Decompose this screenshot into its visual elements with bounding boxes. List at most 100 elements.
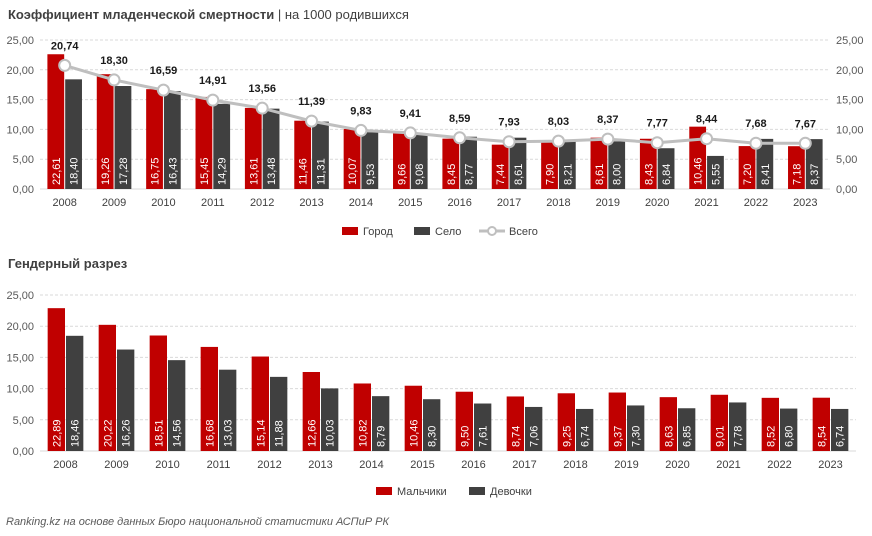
data-label: 7,06	[529, 426, 541, 447]
data-label: 6,84	[661, 164, 673, 185]
bar-girls	[66, 335, 84, 451]
x-tick-label: 2023	[793, 197, 817, 209]
data-label: 10,82	[357, 419, 369, 447]
chart-title-unit: | на 1000 родившихся	[274, 7, 409, 22]
x-tick-label: 2009	[104, 459, 128, 471]
bar-gorod	[294, 120, 312, 189]
line-total-point	[305, 114, 319, 128]
line-total-point	[354, 123, 368, 137]
total-label: 8,37	[597, 114, 618, 126]
data-label: 14,29	[217, 157, 229, 185]
legend-label: Всего	[509, 226, 538, 238]
data-label: 8,52	[765, 426, 777, 447]
data-label: 18,46	[70, 419, 82, 447]
bar-selo	[361, 132, 379, 189]
data-label: 22,89	[51, 419, 63, 447]
data-label: 7,44	[495, 164, 507, 185]
bar-boys	[149, 335, 167, 451]
y-tick-label: 20,00	[6, 65, 34, 77]
data-label: 13,61	[248, 157, 260, 185]
bar-gorod	[393, 131, 410, 189]
total-label: 7,67	[795, 118, 816, 130]
data-label: 16,75	[150, 157, 162, 185]
bar-boys	[404, 385, 422, 451]
data-label: 7,18	[791, 164, 803, 185]
bar-selo	[460, 136, 477, 189]
data-label: 22,61	[51, 157, 63, 185]
total-label: 13,56	[248, 83, 276, 95]
bar-girls	[525, 406, 543, 451]
bar-boys	[353, 383, 371, 451]
data-label: 10,46	[693, 157, 705, 185]
legend-label: Город	[363, 226, 393, 238]
data-label: 6,80	[784, 426, 796, 447]
data-label: 8,30	[427, 426, 439, 447]
bar-selo	[114, 86, 132, 189]
chart-title-bold: Коэффициент младенческой смертности	[8, 7, 275, 22]
bar-boys	[761, 397, 779, 451]
total-label: 16,59	[150, 65, 178, 77]
data-label: 14,56	[172, 419, 184, 447]
line-total-point	[255, 101, 269, 115]
total-label: 8,59	[449, 113, 470, 125]
bar-selo	[163, 91, 181, 189]
data-label: 12,66	[306, 419, 318, 447]
x-tick-label: 2010	[151, 197, 175, 209]
bar-gorod	[244, 107, 262, 189]
y-tick-label: 25,00	[6, 290, 34, 302]
x-tick-label: 2020	[645, 197, 669, 209]
data-label: 7,61	[478, 426, 490, 447]
y-tick-label: 5,00	[13, 415, 34, 427]
y-tick-label: 15,00	[6, 352, 34, 364]
x-tick-label: 2008	[53, 459, 77, 471]
legend-swatch	[376, 487, 392, 495]
data-label: 8,79	[376, 426, 388, 447]
data-label: 6,74	[580, 426, 592, 447]
bar-girls	[270, 376, 288, 451]
bar-boys	[812, 397, 830, 451]
legend-label: Мальчики	[397, 486, 447, 498]
bar-girls	[117, 349, 135, 451]
chart-infant-mortality: 0,00 0,00 5,00 5,00 10,00 10,00 15,00 15,00 20,0…	[6, 35, 863, 238]
y-tick-label: 20,00	[6, 321, 34, 333]
x-tick-label: 2016	[461, 459, 485, 471]
total-label: 7,93	[498, 117, 519, 129]
data-label: 8,54	[816, 426, 828, 447]
bar-gorod	[590, 137, 608, 189]
line-total-point	[403, 126, 417, 140]
data-label: 8,74	[510, 426, 522, 447]
data-label: 8,21	[562, 164, 574, 185]
bar-selo	[213, 103, 231, 189]
data-label: 9,53	[365, 164, 377, 185]
total-label: 18,30	[100, 55, 128, 67]
total-label: 9,83	[350, 105, 371, 117]
data-label: 15,45	[199, 157, 211, 185]
bar-gorod	[96, 74, 114, 189]
x-tick-label: 2017	[497, 197, 521, 209]
line-total-point	[650, 136, 664, 150]
data-label: 10,03	[325, 419, 337, 447]
bar-girls	[729, 402, 747, 451]
x-tick-label: 2018	[546, 197, 570, 209]
data-label: 8,41	[760, 164, 772, 185]
bar-girls	[372, 396, 390, 451]
bar-boys	[200, 346, 218, 451]
bar-selo	[805, 139, 823, 189]
y2-tick-label: 0,00	[836, 184, 857, 196]
data-label: 8,37	[809, 164, 821, 185]
line-total-point	[156, 83, 170, 97]
data-label: 8,61	[513, 164, 525, 185]
bar-gorod	[788, 146, 805, 189]
line-total-point	[58, 58, 72, 72]
data-label: 8,43	[643, 164, 655, 185]
x-tick-label: 2009	[102, 197, 126, 209]
data-label: 9,66	[396, 164, 408, 185]
data-label: 7,90	[545, 164, 557, 185]
data-label: 6,85	[682, 426, 694, 447]
total-label: 7,68	[745, 118, 766, 130]
bar-selo	[608, 141, 626, 189]
bar-gorod	[47, 54, 65, 189]
data-label: 9,08	[414, 164, 426, 185]
data-label: 19,26	[100, 157, 112, 185]
bar-boys	[98, 324, 116, 451]
